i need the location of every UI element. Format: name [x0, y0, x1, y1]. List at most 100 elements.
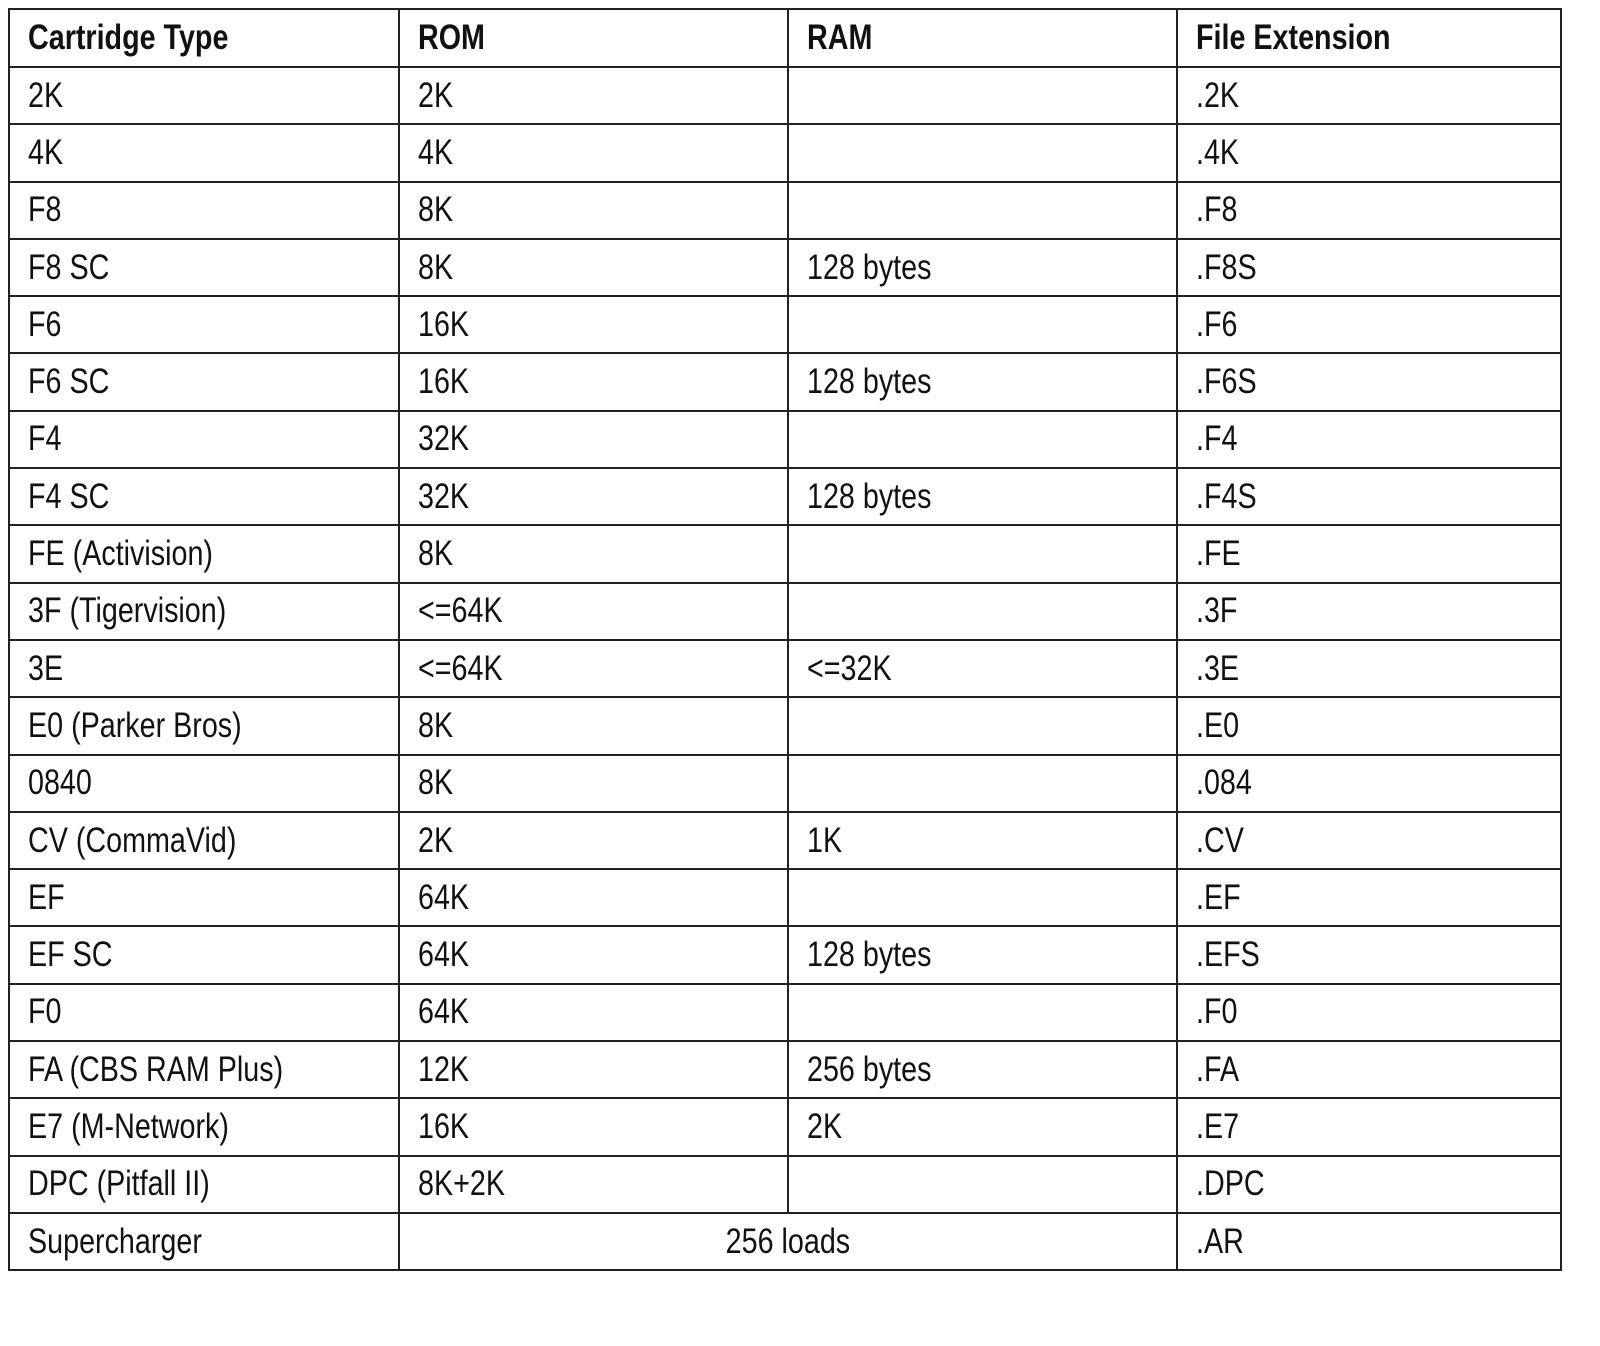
table-row: 3E <=64K <=32K .3E — [8, 638, 1562, 699]
cell-text: F6 SC — [28, 362, 110, 402]
table-cell — [787, 65, 1178, 126]
table-cell: 8K+2K — [398, 1154, 789, 1214]
cell-text: .084 — [1196, 763, 1252, 803]
table-cell: DPC (Pitfall II) — [8, 1154, 400, 1214]
table-cell: EF — [8, 868, 400, 928]
cell-text: EF — [28, 877, 65, 917]
cell-text: 256 bytes — [807, 1049, 932, 1089]
cell-text: .2K — [1196, 75, 1240, 115]
cartridge-table: Cartridge Type ROM RAM File Extension 2K… — [8, 8, 1562, 1272]
table-cell: .FE — [1176, 524, 1562, 584]
table-cell: 4K — [398, 123, 789, 183]
table-cell: 8K — [398, 753, 789, 813]
table-cell: 64K — [398, 868, 789, 928]
cell-text: 8K+2K — [418, 1164, 505, 1204]
table-cell — [787, 868, 1178, 928]
header-cell: RAM — [787, 8, 1178, 68]
cell-text: 12K — [418, 1049, 470, 1089]
table-cell: FA (CBS RAM Plus) — [8, 1040, 400, 1100]
table-row: EF SC 64K 128 bytes .EFS — [8, 925, 1562, 985]
table-cell: 32K — [398, 409, 789, 470]
cell-text: FE (Activision) — [28, 534, 213, 574]
cell-text: 16K — [418, 304, 470, 344]
cell-text: 3F (Tigervision) — [28, 591, 227, 631]
table-cell: <=32K — [787, 638, 1178, 699]
cell-text: .EFS — [1196, 935, 1260, 975]
table-row: E0 (Parker Bros) 8K .E0 — [8, 696, 1562, 756]
table-cell — [787, 524, 1178, 584]
cell-text: .F4S — [1196, 476, 1257, 516]
cell-text: E7 (M-Network) — [28, 1106, 229, 1146]
table-cell: .F8 — [1176, 180, 1562, 240]
table-cell: F4 SC — [8, 467, 400, 527]
table-cell: 16K — [398, 295, 789, 355]
cell-text: .E0 — [1196, 705, 1240, 745]
table-cell: 8K — [398, 237, 789, 298]
table-cell: E0 (Parker Bros) — [8, 696, 400, 756]
cell-text: .F8 — [1196, 190, 1238, 230]
table-cell: .2K — [1176, 65, 1562, 126]
table-cell: .DPC — [1176, 1154, 1562, 1214]
cell-text: 8K — [418, 705, 454, 745]
table-cell: CV (CommaVid) — [8, 810, 400, 871]
table-cell: .F4 — [1176, 409, 1562, 470]
table-cell: .F4S — [1176, 467, 1562, 527]
cell-text: .3F — [1196, 591, 1238, 631]
cell-text: 2K — [28, 75, 64, 115]
table-cell: .AR — [1176, 1211, 1562, 1272]
cell-text: 128 bytes — [807, 935, 932, 975]
table-cell: 128 bytes — [787, 352, 1178, 412]
table-cell: 2K — [8, 65, 400, 126]
cell-text: E0 (Parker Bros) — [28, 705, 242, 745]
cell-text: 64K — [418, 877, 470, 917]
table-cell: E7 (M-Network) — [8, 1097, 400, 1157]
table-row: Supercharger 256 loads .AR — [8, 1211, 1562, 1272]
cell-text: .F8S — [1196, 247, 1257, 287]
table-row: 3F (Tigervision) <=64K .3F — [8, 581, 1562, 641]
cell-text: 4K — [28, 132, 64, 172]
table-cell — [787, 180, 1178, 240]
cell-text: EF SC — [28, 935, 113, 975]
table-cell: 64K — [398, 982, 789, 1043]
cell-text: .F6 — [1196, 304, 1238, 344]
table-cell: F0 — [8, 982, 400, 1043]
table-cell: 64K — [398, 925, 789, 985]
table-cell: <=64K — [398, 581, 789, 641]
cell-text: <=32K — [807, 648, 892, 688]
table-cell: .E0 — [1176, 696, 1562, 756]
table-cell — [787, 581, 1178, 641]
table-row: FA (CBS RAM Plus) 12K 256 bytes .FA — [8, 1040, 1562, 1100]
cell-text: .4K — [1196, 132, 1240, 172]
table-cell: 8K — [398, 180, 789, 240]
cell-text: F8 — [28, 190, 62, 230]
table-cell: 128 bytes — [787, 467, 1178, 527]
table-row: F8 8K .F8 — [8, 180, 1562, 240]
cell-text: 16K — [418, 1106, 470, 1146]
table-row: F0 64K .F0 — [8, 982, 1562, 1043]
cell-text: F0 — [28, 992, 62, 1032]
table-body: 2K 2K .2K 4K 4K .4K F8 8K .F8 F8 SC 8K 128 bytes .F8… — [8, 65, 1562, 1272]
table-cell: 256 loads — [398, 1211, 1178, 1272]
cell-text: 8K — [418, 190, 454, 230]
table-cell — [787, 1154, 1178, 1214]
table-row: F6 16K .F6 — [8, 295, 1562, 355]
cell-text: .CV — [1196, 820, 1244, 860]
header-text: ROM — [418, 18, 485, 57]
cell-text: 4K — [418, 132, 454, 172]
cell-text: 128 bytes — [807, 476, 932, 516]
table-row: FE (Activision) 8K .FE — [8, 524, 1562, 584]
table-cell — [787, 295, 1178, 355]
cell-text: 1K — [807, 820, 843, 860]
cell-text: <=64K — [418, 591, 503, 631]
table-cell — [787, 696, 1178, 756]
table-cell: F4 — [8, 409, 400, 470]
cell-text: .EF — [1196, 877, 1241, 917]
table-cell: <=64K — [398, 638, 789, 699]
cell-text: 8K — [418, 763, 454, 803]
table-cell: 3F (Tigervision) — [8, 581, 400, 641]
table-cell: .EF — [1176, 868, 1562, 928]
table-cell: .FA — [1176, 1040, 1562, 1100]
table-cell: 16K — [398, 352, 789, 412]
cell-text: FA (CBS RAM Plus) — [28, 1049, 284, 1089]
